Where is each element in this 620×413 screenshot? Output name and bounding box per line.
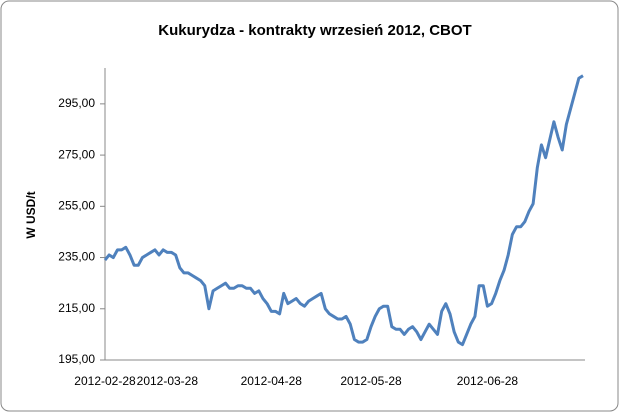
x-tick-label: 2012-04-28 — [241, 374, 303, 388]
y-tick-label: 235,00 — [58, 250, 95, 264]
x-tick-label: 2012-03-28 — [137, 374, 199, 388]
x-tick-label: 2012-05-28 — [340, 374, 402, 388]
x-tick-label: 2012-06-28 — [457, 374, 519, 388]
y-axis-label: W USD/t — [24, 191, 38, 238]
line-series — [103, 74, 584, 347]
y-tick-label: 255,00 — [58, 198, 95, 212]
y-tick-label: 215,00 — [58, 301, 95, 315]
y-tick-label: 275,00 — [58, 147, 95, 161]
y-tick-label: 195,00 — [58, 352, 95, 366]
x-tick-label: 2012-02-28 — [74, 374, 136, 388]
y-tick-label: 295,00 — [58, 96, 95, 110]
chart-title: Kukurydza - kontrakty wrzesień 2012, CBO… — [158, 22, 471, 39]
